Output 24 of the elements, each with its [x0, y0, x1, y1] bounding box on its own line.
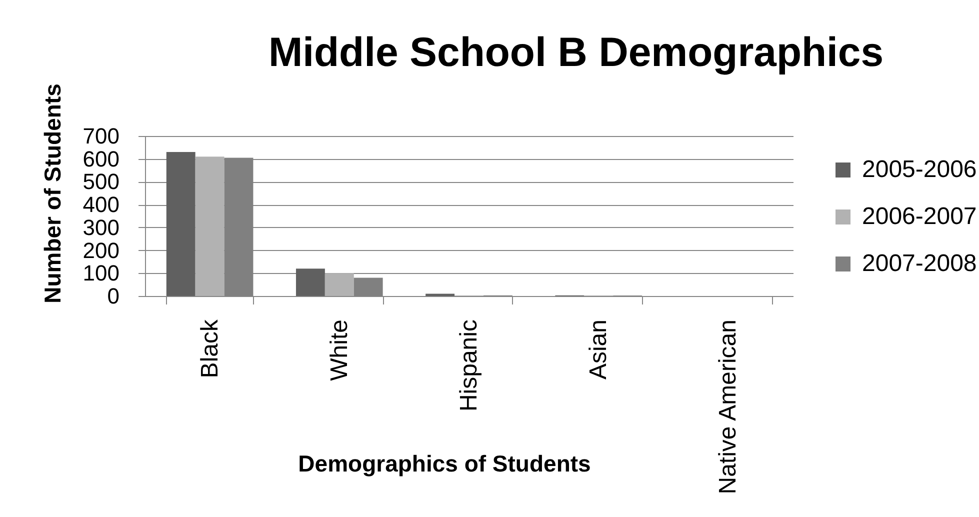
y-tick-label: 0	[107, 284, 120, 308]
x-tick-label: White	[326, 320, 353, 381]
bar	[324, 273, 354, 296]
y-tick-label: 700	[82, 124, 120, 148]
y-tick-label: 400	[82, 192, 120, 218]
x-tick-label: Native American	[714, 320, 742, 494]
bar	[195, 156, 224, 296]
chart-title: Middle School B Demographics	[268, 29, 884, 76]
legend-label: 2006-2007	[862, 203, 977, 230]
y-tick-label: 200	[82, 238, 120, 263]
y-tick-label: 300	[82, 214, 120, 240]
x-tick-label: Black	[196, 318, 224, 378]
legend-label: 2007-2008	[862, 250, 977, 277]
bar	[166, 152, 196, 296]
bar	[354, 278, 383, 296]
x-tick-label: Hispanic	[456, 320, 482, 412]
x-tick-label: Asian	[585, 320, 612, 380]
y-tick-label: 600	[82, 146, 120, 172]
x-axis-title: Demographics of Students	[298, 450, 591, 476]
y-axis-title: Number of Students	[40, 84, 66, 304]
legend-label: 2005-2006	[862, 156, 977, 183]
y-tick-label: 100	[82, 260, 120, 286]
y-tick-label: 500	[82, 169, 120, 194]
bar	[296, 268, 325, 296]
